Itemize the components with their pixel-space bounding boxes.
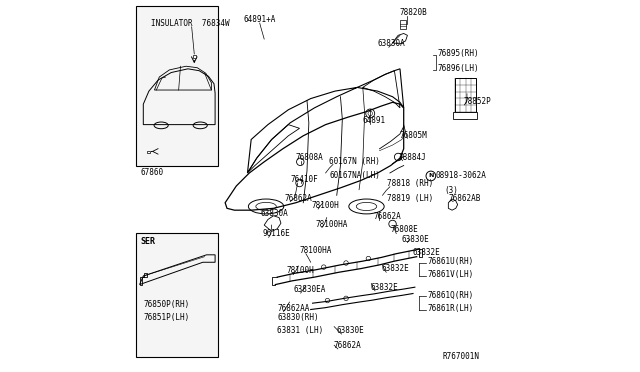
Text: 96116E: 96116E <box>262 229 290 238</box>
Text: R767001N: R767001N <box>443 352 480 361</box>
Text: 76862AA: 76862AA <box>277 304 310 313</box>
Text: 76861V(LH): 76861V(LH) <box>428 270 474 279</box>
Text: 76861Q(RH): 76861Q(RH) <box>428 291 474 299</box>
Text: 63831 (LH): 63831 (LH) <box>277 326 323 335</box>
Text: 60167N (RH): 60167N (RH) <box>330 157 380 166</box>
Text: 76896(LH): 76896(LH) <box>437 64 479 73</box>
Text: 78820B: 78820B <box>400 8 428 17</box>
Text: 63832E: 63832E <box>381 264 409 273</box>
Text: 78100H: 78100H <box>312 201 340 210</box>
Text: 76861R(LH): 76861R(LH) <box>428 304 474 313</box>
Text: 63830E: 63830E <box>337 326 365 335</box>
Text: 78884J: 78884J <box>398 153 426 162</box>
Text: 76851P(LH): 76851P(LH) <box>143 313 189 322</box>
Text: 76862AB: 76862AB <box>449 194 481 203</box>
Text: 60167NA(LH): 60167NA(LH) <box>330 171 380 180</box>
Text: 67860: 67860 <box>141 168 164 177</box>
Text: 63830A: 63830A <box>378 39 405 48</box>
Text: 08918-3062A: 08918-3062A <box>435 171 486 180</box>
Text: 64891: 64891 <box>363 116 386 125</box>
Text: 63832E: 63832E <box>370 283 398 292</box>
Bar <box>136 6 218 166</box>
Text: 76861U(RH): 76861U(RH) <box>428 257 474 266</box>
Text: SER: SER <box>141 237 156 246</box>
Text: 78852P: 78852P <box>463 97 491 106</box>
Text: 78100HA: 78100HA <box>300 246 332 255</box>
Bar <box>193 55 196 58</box>
Text: 76895(RH): 76895(RH) <box>437 49 479 58</box>
Text: 78819 (LH): 78819 (LH) <box>387 194 433 203</box>
Text: 63832E: 63832E <box>413 248 441 257</box>
Bar <box>454 78 476 112</box>
Text: 76862A: 76862A <box>333 341 361 350</box>
Bar <box>453 112 477 119</box>
Bar <box>400 20 406 29</box>
Text: 78100HA: 78100HA <box>316 220 348 229</box>
Text: 76808E: 76808E <box>390 225 419 234</box>
Text: N: N <box>428 173 433 179</box>
Text: INSULATOR  76834W: INSULATOR 76834W <box>151 19 229 28</box>
Text: 63830E: 63830E <box>402 235 429 244</box>
Bar <box>147 151 150 153</box>
Text: 76410F: 76410F <box>291 175 318 184</box>
Text: (3): (3) <box>445 186 458 195</box>
Text: 76805M: 76805M <box>400 131 428 140</box>
Text: 78818 (RH): 78818 (RH) <box>387 179 433 188</box>
Text: 76862A: 76862A <box>285 194 312 203</box>
Text: 63830EA: 63830EA <box>294 285 326 294</box>
Text: 76862A: 76862A <box>374 212 402 221</box>
Text: 78100H: 78100H <box>287 266 314 275</box>
Bar <box>136 232 218 357</box>
Text: 64891+A: 64891+A <box>244 15 276 24</box>
Text: 63830A: 63830A <box>260 209 288 218</box>
Text: 76808A: 76808A <box>296 153 324 162</box>
Text: 63830(RH): 63830(RH) <box>277 313 319 322</box>
Text: 76850P(RH): 76850P(RH) <box>143 300 189 309</box>
